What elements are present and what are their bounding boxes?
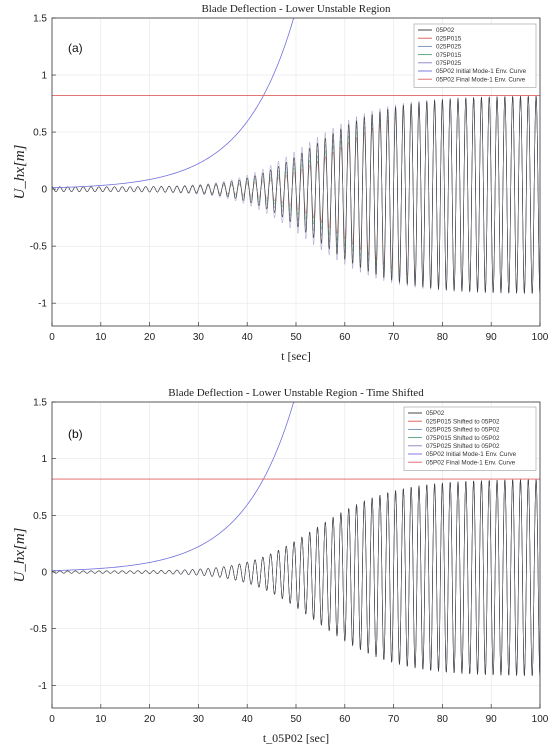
- x-tick-label: 0: [49, 714, 55, 725]
- legend-entry: 025P025 Shifted to 05P02: [426, 427, 500, 434]
- legend-entry: 05P02 Final Mode-1 Env. Curve: [426, 459, 516, 466]
- x-tick-label: 100: [532, 332, 549, 343]
- plot-lines: [52, 402, 540, 676]
- legend-entry: 075P025: [436, 60, 462, 67]
- chart-panel-b: 0 10 20 30 40 50 60 70 80 90 100 -1 -0.5 0 0.5 1 1.5 Blad…: [12, 387, 549, 745]
- x-axis-label: t_05P02 [sec]: [263, 731, 329, 745]
- x-axis-label: t [sec]: [281, 349, 311, 363]
- y-tick-label: 0: [41, 185, 47, 196]
- x-tick-label: 80: [437, 332, 449, 343]
- legend-box: [413, 23, 537, 88]
- legend-entry: 075P025 Shifted to 05P02: [426, 443, 500, 450]
- series-line-05p02: [52, 95, 540, 294]
- x-tick-label: 0: [49, 332, 55, 343]
- legend-entry: 05P02: [436, 27, 455, 34]
- x-tick-label: 60: [339, 714, 351, 725]
- series-line-05p02: [52, 479, 540, 676]
- x-tick-label: 40: [242, 332, 254, 343]
- x-tick-label: 30: [193, 714, 205, 725]
- initial-envelope-curve: [52, 18, 295, 189]
- x-tick-label: 60: [339, 332, 351, 343]
- x-tick-label: 30: [193, 332, 205, 343]
- x-tick-label: 10: [95, 714, 107, 725]
- x-tick-label: 90: [486, 332, 498, 343]
- y-axis-label: U_hx[m]: [12, 527, 28, 582]
- x-tick-label: 70: [388, 332, 400, 343]
- y-tick-label: 0.5: [33, 511, 47, 522]
- legend-entry: 05P02 Final Mode-1 Env. Curve: [436, 76, 526, 83]
- y-tick-label: -0.5: [30, 242, 48, 253]
- panel-annotation: (b): [68, 427, 83, 441]
- y-tick-label: 1.5: [33, 398, 47, 409]
- legend-entry: 075P015: [436, 52, 462, 59]
- x-tick-label: 50: [290, 714, 302, 725]
- x-tick-label: 40: [242, 714, 254, 725]
- y-tick-label: -1: [38, 299, 47, 310]
- y-tick-label: -1: [38, 681, 47, 692]
- chart-title: Blade Deflection - Lower Unstable Region…: [168, 387, 424, 399]
- chart-title: Blade Deflection - Lower Unstable Region: [201, 3, 391, 15]
- legend-entry: 025P025: [436, 44, 462, 51]
- y-tick-label: 1: [41, 454, 47, 465]
- legend-entry: 075P015 Shifted to 05P02: [426, 435, 500, 442]
- y-axis-label: U_hx[m]: [12, 144, 28, 199]
- y-tick-label: 0.5: [33, 128, 47, 139]
- legend-entry: 05P02: [426, 410, 445, 417]
- plot-lines: [52, 18, 540, 294]
- y-tick-label: 1.5: [33, 14, 47, 25]
- y-tick-label: 0: [41, 568, 47, 579]
- legend-entry: 025P015: [436, 35, 462, 42]
- x-tick-label: 10: [95, 332, 107, 343]
- x-tick-label: 50: [290, 332, 302, 343]
- legend-entry: 05P02 Initial Mode-1 Env. Curve: [436, 68, 527, 75]
- y-tick-label: 1: [41, 71, 47, 82]
- chart-panel-a: 0 10 20 30 40 50 60 70 80 90 100 -1 -0.5 0 0.5 1 1.5 Blad…: [12, 3, 549, 363]
- x-tick-label: 20: [144, 332, 156, 343]
- x-tick-label: 70: [388, 714, 400, 725]
- panel-annotation: (a): [68, 41, 83, 55]
- x-tick-label: 80: [437, 714, 449, 725]
- x-tick-label: 20: [144, 714, 156, 725]
- legend-box: [403, 406, 537, 471]
- x-tick-label: 100: [532, 714, 549, 725]
- legend-entry: 025P015 Shifted to 05P02: [426, 418, 500, 425]
- legend-entry: 05P02 Initial Mode-1 Env. Curve: [426, 451, 517, 458]
- x-tick-label: 90: [486, 714, 498, 725]
- initial-envelope-curve: [52, 402, 295, 572]
- y-tick-label: -0.5: [30, 624, 48, 635]
